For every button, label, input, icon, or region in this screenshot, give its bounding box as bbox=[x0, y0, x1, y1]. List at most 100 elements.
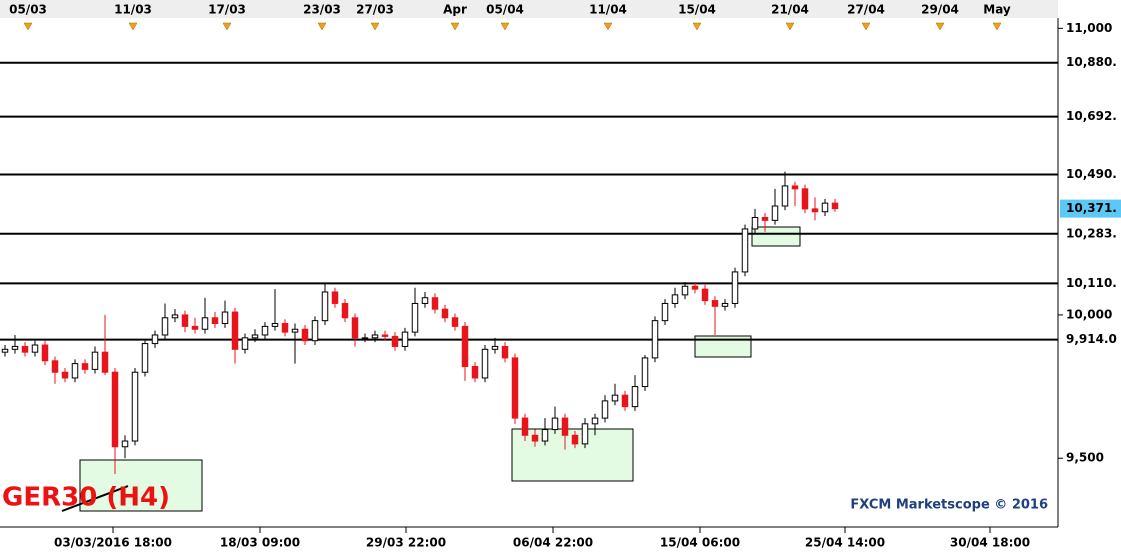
plot bbox=[0, 61, 1058, 474]
y-tick-label: 11,000 bbox=[1066, 21, 1112, 35]
top-tick-marker bbox=[128, 22, 138, 31]
last-price-box bbox=[1060, 199, 1121, 218]
candle-body bbox=[11, 345, 19, 350]
candle-body bbox=[131, 371, 139, 442]
candle-body bbox=[321, 291, 329, 322]
top-tick-marker bbox=[861, 22, 871, 31]
candle-body bbox=[151, 334, 159, 345]
candle-body bbox=[161, 317, 169, 336]
candle-body bbox=[111, 371, 119, 448]
top-tick-label: May bbox=[983, 3, 1011, 17]
candle-body bbox=[101, 351, 109, 373]
candle-body bbox=[681, 285, 689, 296]
candle-body bbox=[461, 325, 469, 368]
candle-body bbox=[281, 323, 289, 333]
candle-body bbox=[711, 300, 719, 307]
candle-body bbox=[431, 297, 439, 310]
candle-body bbox=[121, 440, 129, 448]
candle-body bbox=[651, 320, 659, 359]
candle-body bbox=[831, 202, 839, 210]
candle-body bbox=[791, 185, 799, 190]
zone-box bbox=[511, 428, 634, 482]
candle-body bbox=[401, 331, 409, 347]
watermark: FXCM Marketscope © 2016 bbox=[850, 498, 1048, 513]
chart-title: GER30 (H4) bbox=[2, 483, 170, 513]
candle-body bbox=[441, 308, 449, 319]
candle-body bbox=[601, 400, 609, 419]
candle-body bbox=[211, 317, 219, 325]
candle-body bbox=[561, 417, 569, 436]
candle-body bbox=[81, 363, 89, 370]
y-tick-label: 10,000 bbox=[1066, 307, 1112, 321]
candle-body bbox=[741, 228, 749, 273]
top-tick-marker bbox=[370, 22, 380, 31]
top-tick-label: 05/04 bbox=[486, 3, 524, 17]
x-tick-label: 18/03 09:00 bbox=[220, 536, 300, 550]
top-tick-marker bbox=[317, 22, 327, 31]
level-label: 10,880. bbox=[1066, 55, 1117, 69]
candle-body bbox=[481, 348, 489, 379]
candle-body bbox=[391, 335, 399, 347]
candle-body bbox=[731, 271, 739, 304]
candle-body bbox=[531, 434, 539, 442]
candle-body bbox=[41, 344, 49, 362]
candle-body bbox=[271, 323, 279, 327]
top-tick-label: 11/03 bbox=[114, 3, 152, 17]
level-label: 10,110. bbox=[1066, 276, 1117, 290]
level-label: 10,490. bbox=[1066, 167, 1117, 181]
candle-body bbox=[641, 357, 649, 388]
candle-body bbox=[251, 334, 259, 339]
candle-body bbox=[751, 216, 759, 230]
candle-body bbox=[241, 337, 249, 350]
candle-body bbox=[31, 344, 39, 353]
top-tick-marker bbox=[992, 22, 1002, 31]
candle-body bbox=[181, 314, 189, 327]
candle-body bbox=[91, 351, 99, 370]
top-tick-marker bbox=[450, 22, 460, 31]
top-tick-marker bbox=[23, 22, 33, 31]
last-price-label: 10,371. bbox=[1066, 201, 1117, 215]
top-tick-label: 27/04 bbox=[847, 3, 885, 17]
candle-body bbox=[521, 417, 529, 436]
candle-body bbox=[501, 345, 509, 359]
candle-body bbox=[631, 386, 639, 408]
candle-body bbox=[591, 417, 599, 425]
candle-body bbox=[201, 317, 209, 330]
candle-body bbox=[611, 394, 619, 402]
candle-body bbox=[821, 202, 829, 213]
candle-body bbox=[471, 366, 479, 379]
candle-body bbox=[771, 205, 779, 221]
top-tick-marker bbox=[500, 22, 510, 31]
x-tick-label: 15/04 06:00 bbox=[660, 536, 740, 550]
candle-body bbox=[351, 317, 359, 339]
top-tick-marker bbox=[222, 22, 232, 31]
level-label: 10,283. bbox=[1066, 226, 1117, 240]
top-tick-label: 17/03 bbox=[208, 3, 246, 17]
top-tick-marker bbox=[603, 22, 613, 31]
candle-body bbox=[301, 328, 309, 342]
candle-body bbox=[761, 216, 769, 221]
candle-body bbox=[381, 334, 389, 337]
trend-line bbox=[61, 485, 129, 512]
candle-body bbox=[171, 314, 179, 319]
top-tick-label: 21/04 bbox=[771, 3, 809, 17]
top-tick-label: 11/04 bbox=[589, 3, 627, 17]
candle-body bbox=[421, 297, 429, 304]
x-tick-label: 06/04 22:00 bbox=[513, 536, 593, 550]
y-tick-label: 9,500 bbox=[1066, 451, 1104, 465]
candle-body bbox=[51, 360, 59, 373]
candle-body bbox=[1, 348, 9, 353]
candle-body bbox=[141, 343, 149, 373]
top-axis-band bbox=[0, 0, 1058, 18]
top-tick-marker bbox=[935, 22, 945, 31]
candle-body bbox=[61, 371, 69, 379]
top-tick-marker bbox=[785, 22, 795, 31]
x-tick-label: 03/03/2016 18:00 bbox=[54, 536, 172, 550]
candle-body bbox=[411, 302, 419, 333]
zone-box bbox=[79, 459, 203, 512]
candle-body bbox=[331, 291, 339, 304]
candle-body bbox=[801, 188, 809, 210]
candle-body bbox=[451, 317, 459, 327]
top-tick-label: 29/04 bbox=[921, 3, 959, 17]
